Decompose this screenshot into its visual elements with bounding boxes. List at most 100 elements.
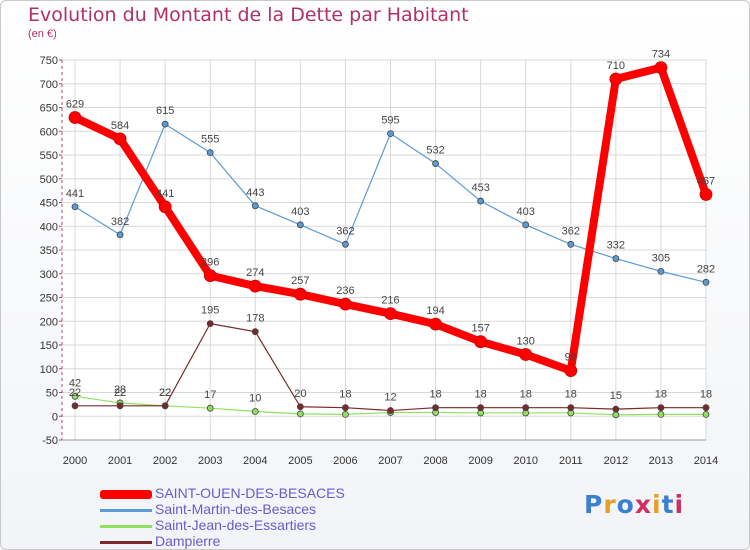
data-label: 96: [565, 352, 577, 364]
x-tick-label: 2005: [288, 455, 312, 467]
data-label: 216: [381, 295, 399, 307]
data-label: 403: [291, 206, 309, 218]
data-point: [384, 307, 397, 321]
data-label: 403: [517, 206, 535, 218]
chart-title: Evolution du Montant de la Dette par Hab…: [28, 4, 469, 26]
y-tick-label: 200: [40, 316, 58, 328]
y-tick-label: 100: [40, 364, 58, 376]
data-point: [251, 408, 259, 415]
data-label: 18: [700, 389, 712, 401]
data-point: [387, 130, 394, 138]
x-tick-label: 2001: [108, 455, 132, 467]
data-point: [657, 410, 665, 418]
data-point: [248, 279, 262, 293]
x-tick-label: 2012: [604, 455, 628, 467]
data-label: 595: [381, 115, 399, 127]
data-label: 453: [471, 182, 489, 194]
data-label: 18: [655, 389, 667, 401]
y-tick-label: 750: [40, 55, 58, 67]
data-point: [68, 111, 82, 124]
data-label: 382: [111, 216, 129, 228]
logo-letter: i: [674, 490, 685, 519]
data-label: 195: [201, 305, 219, 317]
y-tick-label: 0: [52, 411, 58, 423]
data-point: [567, 404, 575, 412]
data-point: [251, 328, 259, 336]
x-tick-label: 2010: [513, 455, 537, 467]
data-point: [296, 221, 304, 229]
data-label: 18: [429, 389, 441, 401]
data-label: 584: [111, 120, 129, 132]
data-label: 615: [156, 105, 174, 117]
legend-label: Dampierre: [155, 533, 221, 549]
legend-label: Saint-Martin-des-Besaces: [155, 501, 317, 517]
x-tick-label: 2000: [63, 455, 87, 467]
data-label: 443: [246, 187, 264, 199]
data-point: [161, 120, 169, 128]
logo-letter: x: [634, 490, 652, 519]
data-label: 17: [204, 389, 216, 401]
y-tick-label: 50: [46, 388, 58, 400]
proxiti-logo: Proxiti: [584, 490, 684, 519]
logo-letter: r: [603, 490, 617, 519]
data-label: 178: [246, 313, 264, 325]
x-tick-label: 2002: [153, 455, 177, 467]
logo-letter: i: [652, 490, 662, 519]
data-label: 467: [697, 175, 715, 187]
y-tick-label: 650: [40, 103, 58, 115]
logo-letter: P: [584, 490, 604, 519]
data-label: 296: [201, 257, 219, 269]
data-point: [293, 287, 307, 301]
data-label: 305: [652, 252, 670, 264]
data-point: [657, 267, 665, 275]
data-point: [522, 221, 530, 229]
data-point: [432, 404, 439, 412]
y-tick-label: 500: [40, 174, 58, 186]
legend-swatch: [100, 490, 152, 499]
data-label: 362: [336, 225, 354, 237]
data-label: 10: [249, 393, 261, 405]
data-point: [71, 402, 79, 410]
data-label: 18: [339, 389, 351, 401]
data-label: 194: [426, 305, 444, 317]
data-point: [206, 320, 214, 328]
data-label: 282: [697, 263, 715, 275]
data-label: 15: [610, 390, 622, 402]
y-tick-label: 600: [40, 126, 58, 138]
data-point: [296, 410, 304, 418]
data-point: [203, 269, 217, 283]
logo-letter: t: [661, 490, 675, 519]
data-label: 257: [291, 275, 309, 287]
data-label: 441: [66, 188, 84, 200]
data-point: [116, 402, 124, 410]
data-point: [519, 348, 533, 361]
data-point: [612, 411, 620, 419]
data-point: [699, 188, 713, 201]
chart-subtitle: (en €): [28, 28, 57, 40]
y-tick-label: 550: [40, 150, 58, 162]
data-label: 362: [562, 225, 580, 237]
data-label: 12: [384, 392, 396, 404]
legend-swatch: [100, 509, 152, 512]
data-point: [477, 197, 485, 205]
x-tick-label: 2006: [333, 455, 357, 467]
data-point: [702, 278, 710, 286]
x-tick-label: 2003: [198, 455, 222, 467]
legend-swatch: [100, 541, 152, 544]
data-point: [477, 404, 485, 412]
y-tick-label: 350: [40, 245, 58, 257]
data-point: [474, 335, 488, 349]
y-tick-label: 450: [40, 198, 58, 210]
data-label: 20: [294, 388, 306, 400]
data-point: [251, 202, 259, 210]
y-tick-label: 400: [40, 221, 58, 233]
data-label: 130: [517, 336, 535, 348]
y-tick-label: -50: [42, 435, 58, 447]
legend-label: Saint-Jean-des-Essartiers: [155, 517, 317, 533]
y-tick-label: 300: [40, 269, 58, 281]
data-point: [296, 403, 304, 411]
data-point: [609, 72, 623, 86]
data-label: 555: [201, 134, 219, 146]
legend-swatch: [100, 525, 152, 528]
logo-letter: o: [616, 490, 635, 519]
